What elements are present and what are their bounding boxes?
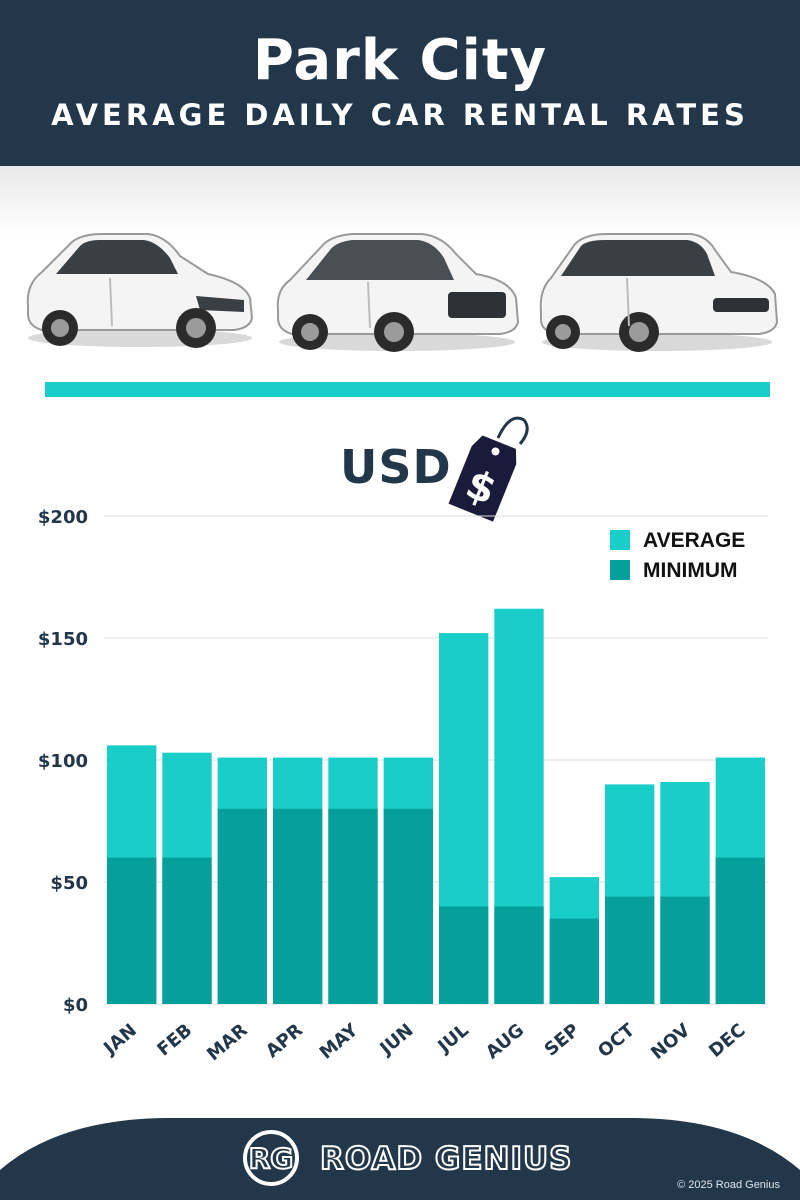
y-axis-ticks: $0 $50 $100 $150 $200 <box>38 507 88 1016</box>
bar-minimum-sep <box>549 918 599 1004</box>
x-tick-label: JUN <box>375 1020 418 1061</box>
legend-swatch-minimum <box>610 560 630 580</box>
footer-banner: RG ROAD GENIUS <box>0 1118 800 1200</box>
footer-logo-mark: RG <box>249 1142 294 1175</box>
x-axis-ticks: JAN FEB MAR APR MAY JUN JUL AUG SEP OCT NOV DEC <box>98 1019 749 1065</box>
y-tick-label: $150 <box>38 629 88 650</box>
page-subtitle: AVERAGE DAILY CAR RENTAL RATES <box>51 98 749 132</box>
x-tick-label: AUG <box>482 1020 528 1064</box>
header-banner: Park City AVERAGE DAILY CAR RENTAL RATES <box>0 0 800 166</box>
minimum-series <box>107 808 765 1004</box>
x-tick-label: NOV <box>647 1020 694 1064</box>
legend-swatch-average <box>610 530 630 550</box>
y-tick-label: $100 <box>38 751 88 772</box>
x-tick-label: MAR <box>203 1020 252 1066</box>
bar-minimum-jul <box>439 906 489 1004</box>
luxury-suv-car-icon <box>539 233 779 352</box>
x-tick-label: SEP <box>541 1020 584 1061</box>
x-tick-label: JUL <box>433 1020 473 1058</box>
bar-minimum-feb <box>162 857 212 1004</box>
legend-label-minimum: MINIMUM <box>643 559 737 582</box>
car-illustrations <box>0 166 800 366</box>
bar-minimum-may <box>328 808 378 1004</box>
copyright-text: © 2025 Road Genius <box>677 1179 780 1191</box>
page-title: Park City <box>252 28 548 93</box>
x-tick-label: APR <box>262 1020 307 1063</box>
bar-minimum-oct <box>605 896 655 1004</box>
legend-label-average: AVERAGE <box>643 529 745 552</box>
currency-label: USD <box>340 440 452 494</box>
bar-minimum-nov <box>660 896 710 1004</box>
bar-minimum-mar <box>217 808 267 1004</box>
x-tick-label: JAN <box>98 1020 140 1060</box>
teal-divider <box>45 382 770 397</box>
rental-rate-chart: $0$50$100$150$200 JAN FEB MAR APR MAY JUN JUL A… <box>38 507 768 1065</box>
bar-minimum-dec <box>715 857 765 1004</box>
bar-minimum-aug <box>494 906 544 1004</box>
x-tick-label: DEC <box>705 1020 749 1062</box>
suv-car-icon <box>276 233 520 352</box>
x-tick-label: OCT <box>594 1019 639 1062</box>
hatchback-car-icon <box>26 233 254 348</box>
x-tick-label: MAY <box>316 1019 363 1063</box>
y-tick-label: $0 <box>63 995 88 1016</box>
y-tick-label: $50 <box>50 873 88 894</box>
grid-lines <box>104 515 768 1005</box>
chart-legend: AVERAGE MINIMUM <box>610 529 745 582</box>
footer-brand: ROAD GENIUS <box>320 1141 573 1177</box>
bar-minimum-apr <box>273 808 323 1004</box>
bar-minimum-jan <box>107 857 157 1004</box>
price-tag-icon: $ <box>448 416 529 522</box>
bar-minimum-jun <box>383 808 433 1004</box>
y-tick-label: $200 <box>38 507 88 528</box>
x-tick-label: FEB <box>153 1020 196 1061</box>
